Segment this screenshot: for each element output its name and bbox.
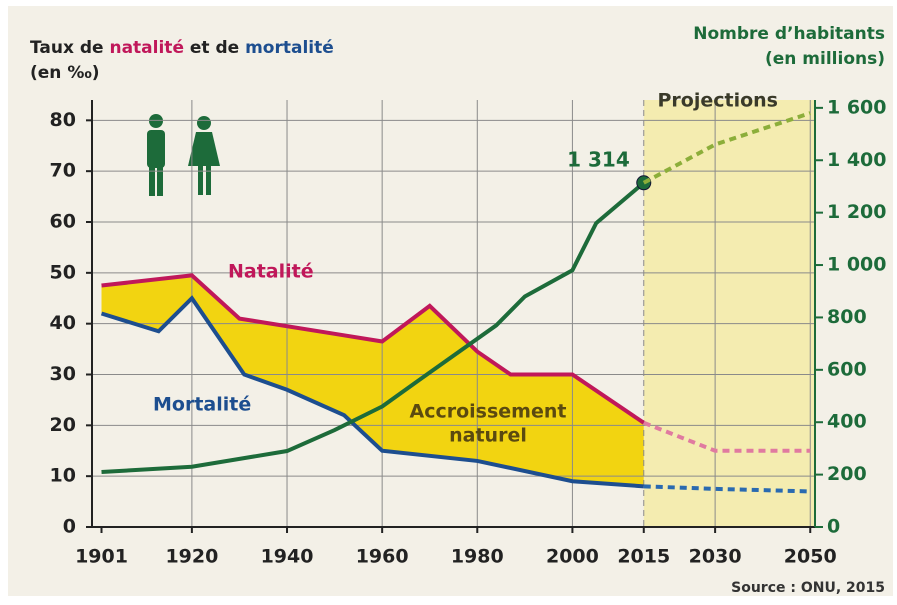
y2-tick-label: 1 600 <box>827 96 887 118</box>
y2-tick-label: 1 000 <box>827 254 887 276</box>
y-label-part: et de <box>184 38 245 58</box>
source: Source : ONU, 2015 <box>731 580 885 596</box>
area-label: naturel <box>449 425 527 447</box>
y2-tick-label: 400 <box>827 411 867 433</box>
x-tick-label: 1920 <box>165 546 218 568</box>
y-axis-label: Taux de natalité et de mortalité <box>30 38 334 58</box>
projection-area <box>644 100 815 527</box>
y-tick-label: 30 <box>50 363 76 385</box>
x-tick-label: 2015 <box>617 546 670 568</box>
x-tick-label: 1960 <box>356 546 409 568</box>
value-label: 1 314 <box>567 147 630 171</box>
y-label-part: Taux de <box>30 38 109 58</box>
x-tick-label: 2030 <box>689 546 742 568</box>
y2-tick-label: 200 <box>827 463 867 485</box>
y-axis-unit: (en ‰) <box>30 63 100 83</box>
y2-tick-label: 0 <box>827 516 840 538</box>
y-label-part: mortalité <box>245 38 334 58</box>
projection-label: Projections <box>658 90 779 112</box>
y2-axis-unit: (en millions) <box>765 49 885 69</box>
y-label-part: natalité <box>109 38 183 58</box>
y-tick-label: 20 <box>50 414 76 436</box>
chart: Taux de natalité et de mortalité (en ‰) … <box>0 0 897 601</box>
x-tick-label: 1940 <box>261 546 314 568</box>
y2-tick-label: 1 400 <box>827 149 887 171</box>
y-tick-label: 80 <box>50 109 76 131</box>
y-tick-label: 50 <box>50 261 76 283</box>
y2-tick-label: 1 200 <box>827 201 887 223</box>
x-tick-label: 2000 <box>546 546 599 568</box>
y2-tick-label: 600 <box>827 358 867 380</box>
y-tick-label: 40 <box>50 312 76 334</box>
y2-axis-label: Nombre d’habitants <box>693 24 885 44</box>
y2-tick-label: 800 <box>827 306 867 328</box>
y-tick-label: 70 <box>50 160 76 182</box>
series-label: Natalité <box>228 261 314 283</box>
area-label: Accroissement <box>410 401 567 423</box>
x-tick-label: 1901 <box>75 546 128 568</box>
series-label: Mortalité <box>153 394 251 416</box>
y-tick-label: 60 <box>50 211 76 233</box>
y-tick-label: 10 <box>50 465 76 487</box>
x-tick-label: 2050 <box>784 546 837 568</box>
y-tick-label: 0 <box>63 516 76 538</box>
x-tick-label: 1980 <box>451 546 504 568</box>
